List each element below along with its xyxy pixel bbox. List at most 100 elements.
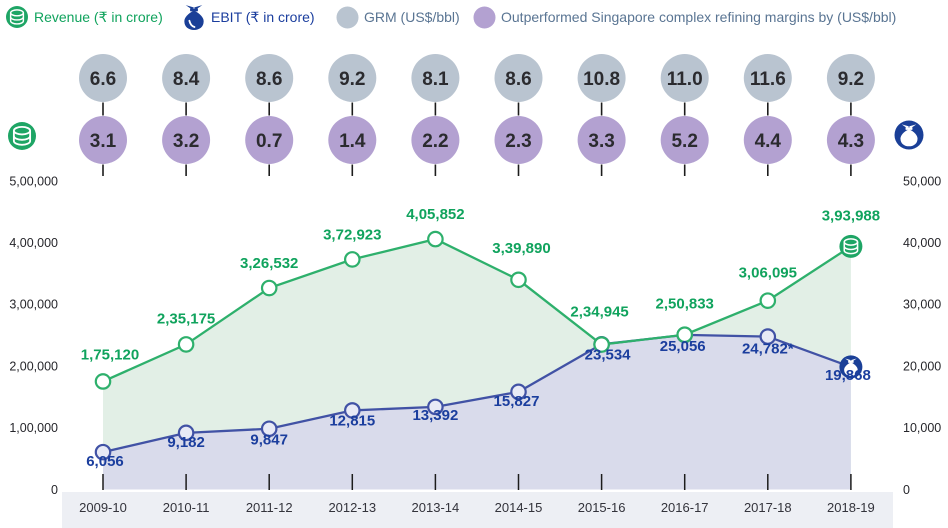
grm-bubble xyxy=(743,54,792,102)
x-category-label: 2012-13 xyxy=(328,500,376,515)
outperform-bubble xyxy=(411,116,460,164)
x-category-label: 2017-18 xyxy=(744,500,792,515)
grm-value: 9.2 xyxy=(838,69,864,90)
revenue-point xyxy=(676,326,693,344)
grm-bubble xyxy=(411,54,460,102)
ebit-value-label: 9,182 xyxy=(167,434,205,451)
legend-item-ebit: EBIT (₹ in crore) xyxy=(182,4,315,30)
grm-bubble xyxy=(79,54,127,102)
ebit-point xyxy=(427,398,444,416)
revenue-point xyxy=(260,279,278,297)
right-axis-tick: 40,000 xyxy=(903,236,941,250)
grm-bubble xyxy=(826,54,875,102)
ebit-line xyxy=(102,333,852,454)
outperform-value: 0.7 xyxy=(256,131,282,152)
ebit-value-label: 25,056 xyxy=(660,338,706,355)
grm-bubble xyxy=(245,54,294,102)
left-axis-tick: 2,00,000 xyxy=(9,359,58,373)
revenue-point xyxy=(759,292,777,309)
ebit-value-label: 13,392 xyxy=(412,407,458,424)
outperform-value: 3.2 xyxy=(173,131,199,152)
grm-value: 8.6 xyxy=(505,69,531,90)
left-axis-tick: 1,00,000 xyxy=(9,421,58,435)
revenue-point xyxy=(427,230,444,248)
grm-bubble xyxy=(328,54,377,102)
right-axis-tick: 50,000 xyxy=(903,174,941,188)
revenue-value-label: 2,50,833 xyxy=(656,296,714,313)
legend-item-outperform: Outperformed Singapore complex refining … xyxy=(473,4,896,30)
revenue-value-label: 3,39,890 xyxy=(492,240,550,257)
outperform-value: 3.3 xyxy=(588,131,614,152)
bubble-rows: 6.6 3.1 8.4 3.2 8.6 0.7 9.2 1.4 8.1 2.2 8.6 2.3 10.8… xyxy=(79,54,875,176)
left-axis-revenue-icon xyxy=(8,122,36,150)
ebit-value-label: 9,847 xyxy=(250,432,288,449)
ebit-point xyxy=(260,420,278,438)
ebit-value-label: 24,782* xyxy=(742,341,794,358)
x-category-label: 2015-16 xyxy=(578,500,626,515)
outperform-bubble xyxy=(743,116,792,164)
ebit-value-label: 12,815 xyxy=(329,412,375,429)
outperform-value: 1.4 xyxy=(339,131,366,152)
ebit-point xyxy=(510,383,527,401)
revenue-point xyxy=(177,336,195,353)
right-axis-tick: 30,000 xyxy=(903,298,941,312)
outperform-bubble xyxy=(826,116,875,164)
left-axis-tick: 5,00,000 xyxy=(9,174,58,188)
outperform-bubble xyxy=(660,116,709,164)
legend-item-revenue: Revenue (₹ in crore) xyxy=(5,4,163,30)
x-category-label: 2014-15 xyxy=(495,500,543,515)
grm-value: 8.4 xyxy=(173,69,200,90)
grm-bubble xyxy=(494,54,543,102)
grm-bubble xyxy=(162,54,211,102)
right-axis-tick: 10,000 xyxy=(903,421,941,435)
revenue-point xyxy=(510,271,527,289)
legend-label-grm: GRM (US$/bbl) xyxy=(364,9,460,25)
right-axis-tick: 20,000 xyxy=(903,359,941,373)
grm-bubble xyxy=(577,54,626,102)
legend-label-revenue: Revenue (₹ in crore) xyxy=(34,8,163,25)
x-category-label: 2018-19 xyxy=(827,500,875,515)
right-axis-tick: 0 xyxy=(903,483,910,497)
outperform-bubble xyxy=(577,116,626,164)
grm-value: 11.0 xyxy=(667,69,703,90)
ebit-point xyxy=(343,402,361,419)
revenue-value-label: 2,34,945 xyxy=(570,304,628,321)
grm-dot-icon xyxy=(336,6,359,28)
outperform-value: 5.2 xyxy=(671,131,697,152)
revenue-line xyxy=(102,237,852,383)
ebit-moneybag-icon xyxy=(184,4,204,30)
legend-label-outperform: Outperformed Singapore complex refining … xyxy=(501,9,897,25)
grm-value: 11.6 xyxy=(750,69,786,90)
revenue-value-label: 2,35,175 xyxy=(157,310,215,327)
ebit-area xyxy=(103,334,851,490)
grm-value: 8.1 xyxy=(422,69,449,90)
revenue-value-label: 3,72,923 xyxy=(323,226,381,243)
revenue-coins-icon xyxy=(6,6,28,28)
x-category-label: 2011-12 xyxy=(246,500,293,515)
x-category-label: 2009-10 xyxy=(79,500,127,515)
left-axis: 5,00,000 4,00,000 3,00,000 2,00,000 1,00,000… xyxy=(9,174,58,496)
grm-value: 6.6 xyxy=(90,69,116,90)
revenue-value-label: 3,26,532 xyxy=(240,255,298,272)
outperform-bubble xyxy=(494,116,543,164)
outperform-bubble xyxy=(245,116,294,164)
grm-bubble xyxy=(660,54,709,102)
ebit-point xyxy=(177,424,195,442)
outperform-bubble xyxy=(328,116,377,164)
ebit-point xyxy=(94,443,112,461)
revenue-point xyxy=(343,251,361,268)
grm-value: 9.2 xyxy=(339,69,365,90)
revenue-point xyxy=(593,336,610,353)
outperform-value: 4.4 xyxy=(755,131,782,152)
ebit-value-label: 23,534 xyxy=(585,346,632,363)
grm-value: 8.6 xyxy=(256,69,282,90)
revenue-series xyxy=(94,230,852,390)
grm-value: 10.8 xyxy=(583,69,620,90)
ebit-endpoint-moneybag-icon xyxy=(839,355,863,379)
x-category-label: 2010-11 xyxy=(163,500,210,515)
x-category-label: 2013-14 xyxy=(412,500,460,515)
legend-label-ebit: EBIT (₹ in crore) xyxy=(211,8,315,25)
revenue-point xyxy=(94,373,112,390)
